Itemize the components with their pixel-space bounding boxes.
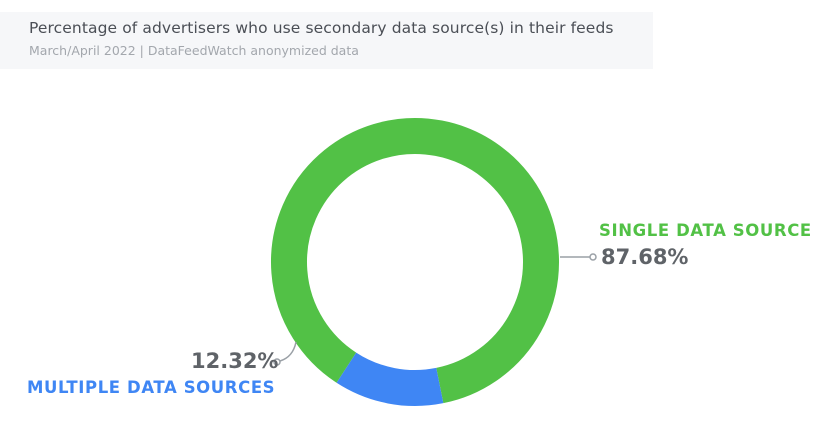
slice-label-multi: MULTIPLE DATA SOURCES <box>27 378 276 397</box>
leader-dot-multi <box>273 358 281 366</box>
leader-dot-single <box>589 253 597 261</box>
slice-value-multi: 12.32% <box>191 349 279 373</box>
chart-title: Percentage of advertisers who use second… <box>29 19 614 37</box>
leader-line-multi <box>279 341 297 362</box>
slice-value-single: 87.68% <box>601 245 689 269</box>
slice-label-single: SINGLE DATA SOURCE <box>599 221 812 240</box>
chart-subtitle: March/April 2022 | DataFeedWatch anonymi… <box>29 43 359 58</box>
donut-slice-single <box>271 118 559 404</box>
donut-slice-multi <box>336 352 444 406</box>
chart-header: Percentage of advertisers who use second… <box>0 12 653 69</box>
